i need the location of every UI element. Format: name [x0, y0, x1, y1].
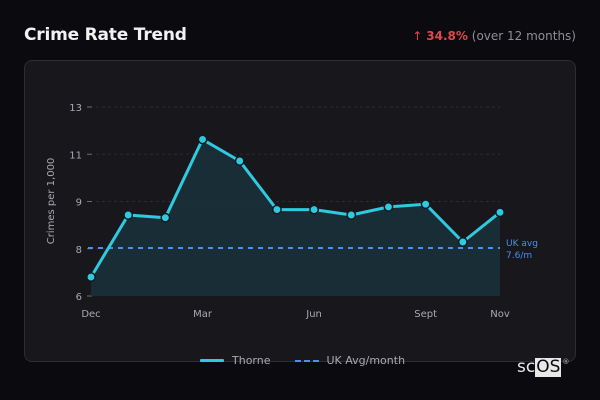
reference-annotation-value: 7.6/m — [506, 251, 532, 261]
data-point[interactable] — [457, 237, 468, 247]
change-percentage: 34.8% — [426, 29, 468, 43]
series-area-fill — [91, 139, 500, 296]
data-points — [86, 134, 505, 283]
solid-line-swatch-icon — [200, 359, 224, 362]
svg-text:Mar: Mar — [193, 309, 213, 320]
y-axis: 6 8 9 11 13 — [69, 103, 92, 303]
svg-text:11: 11 — [69, 150, 82, 161]
svg-text:Nov: Nov — [490, 309, 510, 320]
data-point[interactable] — [271, 204, 282, 215]
change-period: (over 12 months) — [471, 29, 576, 43]
data-point[interactable] — [420, 199, 431, 210]
logo-boxed-text: OS — [535, 357, 562, 377]
svg-text:Dec: Dec — [81, 309, 100, 320]
svg-text:13: 13 — [69, 103, 82, 114]
scos-logo: sc OS ® — [517, 358, 569, 377]
chart-legend: Thorne UK Avg/month — [200, 354, 429, 367]
legend-item-thorne[interactable]: Thorne — [200, 354, 271, 367]
data-point[interactable] — [160, 212, 171, 223]
registered-mark-icon: ® — [562, 358, 570, 366]
trend-up-icon: ↑ — [412, 29, 423, 43]
data-point[interactable] — [346, 210, 357, 220]
logo-text: sc — [517, 357, 536, 377]
data-point[interactable] — [197, 134, 208, 145]
page-title: Crime Rate Trend — [24, 25, 187, 45]
legend-label-uk-avg: UK Avg/month — [326, 354, 406, 367]
svg-text:Jun: Jun — [305, 309, 322, 320]
series-line-thorne — [89, 137, 501, 278]
reference-annotation-label: UK avg — [506, 239, 538, 249]
data-point[interactable] — [495, 207, 505, 218]
x-axis: Dec Mar Jun Sept Nov — [81, 309, 510, 320]
svg-text:6: 6 — [76, 292, 82, 303]
data-point[interactable] — [123, 210, 134, 220]
y-axis-label: Crimes per 1,000 — [46, 158, 57, 245]
dashed-line-swatch-icon — [294, 359, 319, 362]
legend-item-uk-avg[interactable]: UK Avg/month — [294, 354, 406, 367]
svg-text:8: 8 — [76, 245, 82, 256]
data-point[interactable] — [86, 272, 96, 283]
change-summary: ↑ 34.8% (over 12 months) — [412, 29, 576, 43]
legend-label-thorne: Thorne — [232, 354, 271, 367]
data-point[interactable] — [383, 201, 394, 212]
data-point[interactable] — [309, 204, 320, 215]
svg-text:9: 9 — [76, 198, 82, 209]
data-point[interactable] — [234, 156, 245, 166]
svg-text:Sept: Sept — [414, 309, 437, 320]
